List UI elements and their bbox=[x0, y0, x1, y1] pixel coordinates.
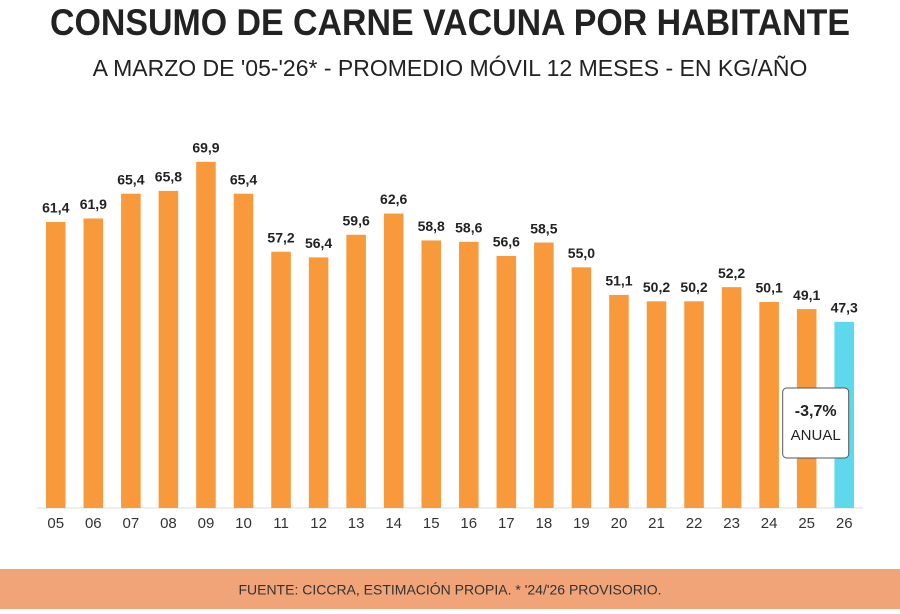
annotation-box bbox=[782, 387, 850, 459]
x-tick-label: 24 bbox=[761, 515, 778, 532]
value-label: 57,2 bbox=[267, 229, 294, 245]
bar bbox=[346, 234, 366, 508]
x-tick-label: 14 bbox=[385, 515, 402, 532]
value-label: 65,8 bbox=[155, 169, 182, 185]
x-tick-label: 23 bbox=[723, 515, 740, 532]
bar bbox=[121, 193, 141, 508]
x-tick-label: 17 bbox=[498, 515, 515, 532]
bar bbox=[46, 222, 66, 508]
value-label: 58,8 bbox=[418, 218, 445, 234]
bar bbox=[721, 287, 742, 508]
value-label: 61,9 bbox=[80, 196, 107, 212]
bar bbox=[383, 213, 404, 508]
bar bbox=[233, 193, 254, 508]
bar bbox=[496, 256, 517, 508]
value-label: 51,1 bbox=[605, 273, 632, 289]
value-label: 59,6 bbox=[343, 212, 370, 228]
value-label: 55,0 bbox=[568, 245, 595, 261]
bar bbox=[271, 251, 291, 508]
bar bbox=[534, 242, 554, 508]
value-label: 47,3 bbox=[831, 300, 858, 316]
x-tick-label: 16 bbox=[460, 515, 477, 532]
value-label: 65,4 bbox=[230, 171, 257, 187]
x-tick-label: 20 bbox=[611, 515, 628, 532]
value-label: 69,9 bbox=[192, 140, 219, 156]
x-tick-label: 22 bbox=[686, 515, 703, 532]
x-tick-label: 07 bbox=[123, 515, 140, 532]
source-note: FUENTE: CICCRA, ESTIMACIÓN PROPIA. * '24… bbox=[238, 582, 661, 598]
bar bbox=[308, 257, 329, 508]
x-tick-label: 05 bbox=[47, 515, 64, 532]
value-label: 49,1 bbox=[793, 287, 820, 303]
value-label: 58,6 bbox=[455, 220, 482, 236]
bar bbox=[646, 301, 667, 508]
x-tick-label: 18 bbox=[536, 515, 553, 532]
footer-band bbox=[0, 569, 900, 609]
value-label: 62,6 bbox=[380, 191, 407, 207]
value-label: 61,4 bbox=[42, 200, 69, 216]
x-tick-label: 11 bbox=[273, 515, 289, 532]
bar bbox=[759, 302, 779, 508]
x-tick-label: 26 bbox=[836, 515, 853, 532]
bar bbox=[83, 218, 104, 508]
bar bbox=[196, 161, 216, 509]
value-label: 56,4 bbox=[305, 235, 332, 251]
value-label: 50,2 bbox=[643, 279, 670, 295]
x-tick-label: 25 bbox=[798, 515, 815, 532]
bar bbox=[158, 190, 179, 508]
x-tick-label: 09 bbox=[198, 515, 215, 532]
x-tick-label: 10 bbox=[235, 515, 252, 532]
x-tick-label: 13 bbox=[348, 515, 365, 532]
value-label: 50,2 bbox=[680, 279, 707, 295]
x-tick-label: 12 bbox=[310, 515, 327, 532]
bar bbox=[684, 301, 704, 508]
x-tick-label: 15 bbox=[423, 515, 440, 532]
value-label: 50,1 bbox=[756, 280, 783, 296]
value-label: 52,2 bbox=[718, 265, 745, 281]
annotation-value: -3,7% bbox=[795, 403, 837, 420]
value-label: 56,6 bbox=[493, 234, 520, 250]
x-tick-label: 19 bbox=[573, 515, 590, 532]
chart-title: CONSUMO DE CARNE VACUNA POR HABITANTE bbox=[50, 2, 850, 43]
x-tick-label: 06 bbox=[85, 515, 102, 532]
x-tick-label: 08 bbox=[160, 515, 177, 532]
bar bbox=[609, 294, 629, 508]
bar bbox=[459, 241, 479, 508]
value-label: 58,5 bbox=[530, 220, 557, 236]
bar bbox=[421, 240, 441, 508]
annotation-label: ANUAL bbox=[791, 427, 841, 444]
value-label: 65,4 bbox=[117, 171, 144, 187]
x-tick-label: 21 bbox=[648, 515, 665, 532]
bar bbox=[571, 267, 592, 508]
chart-subtitle: A MARZO DE '05-'26* - PROMEDIO MÓVIL 12 … bbox=[93, 55, 808, 81]
